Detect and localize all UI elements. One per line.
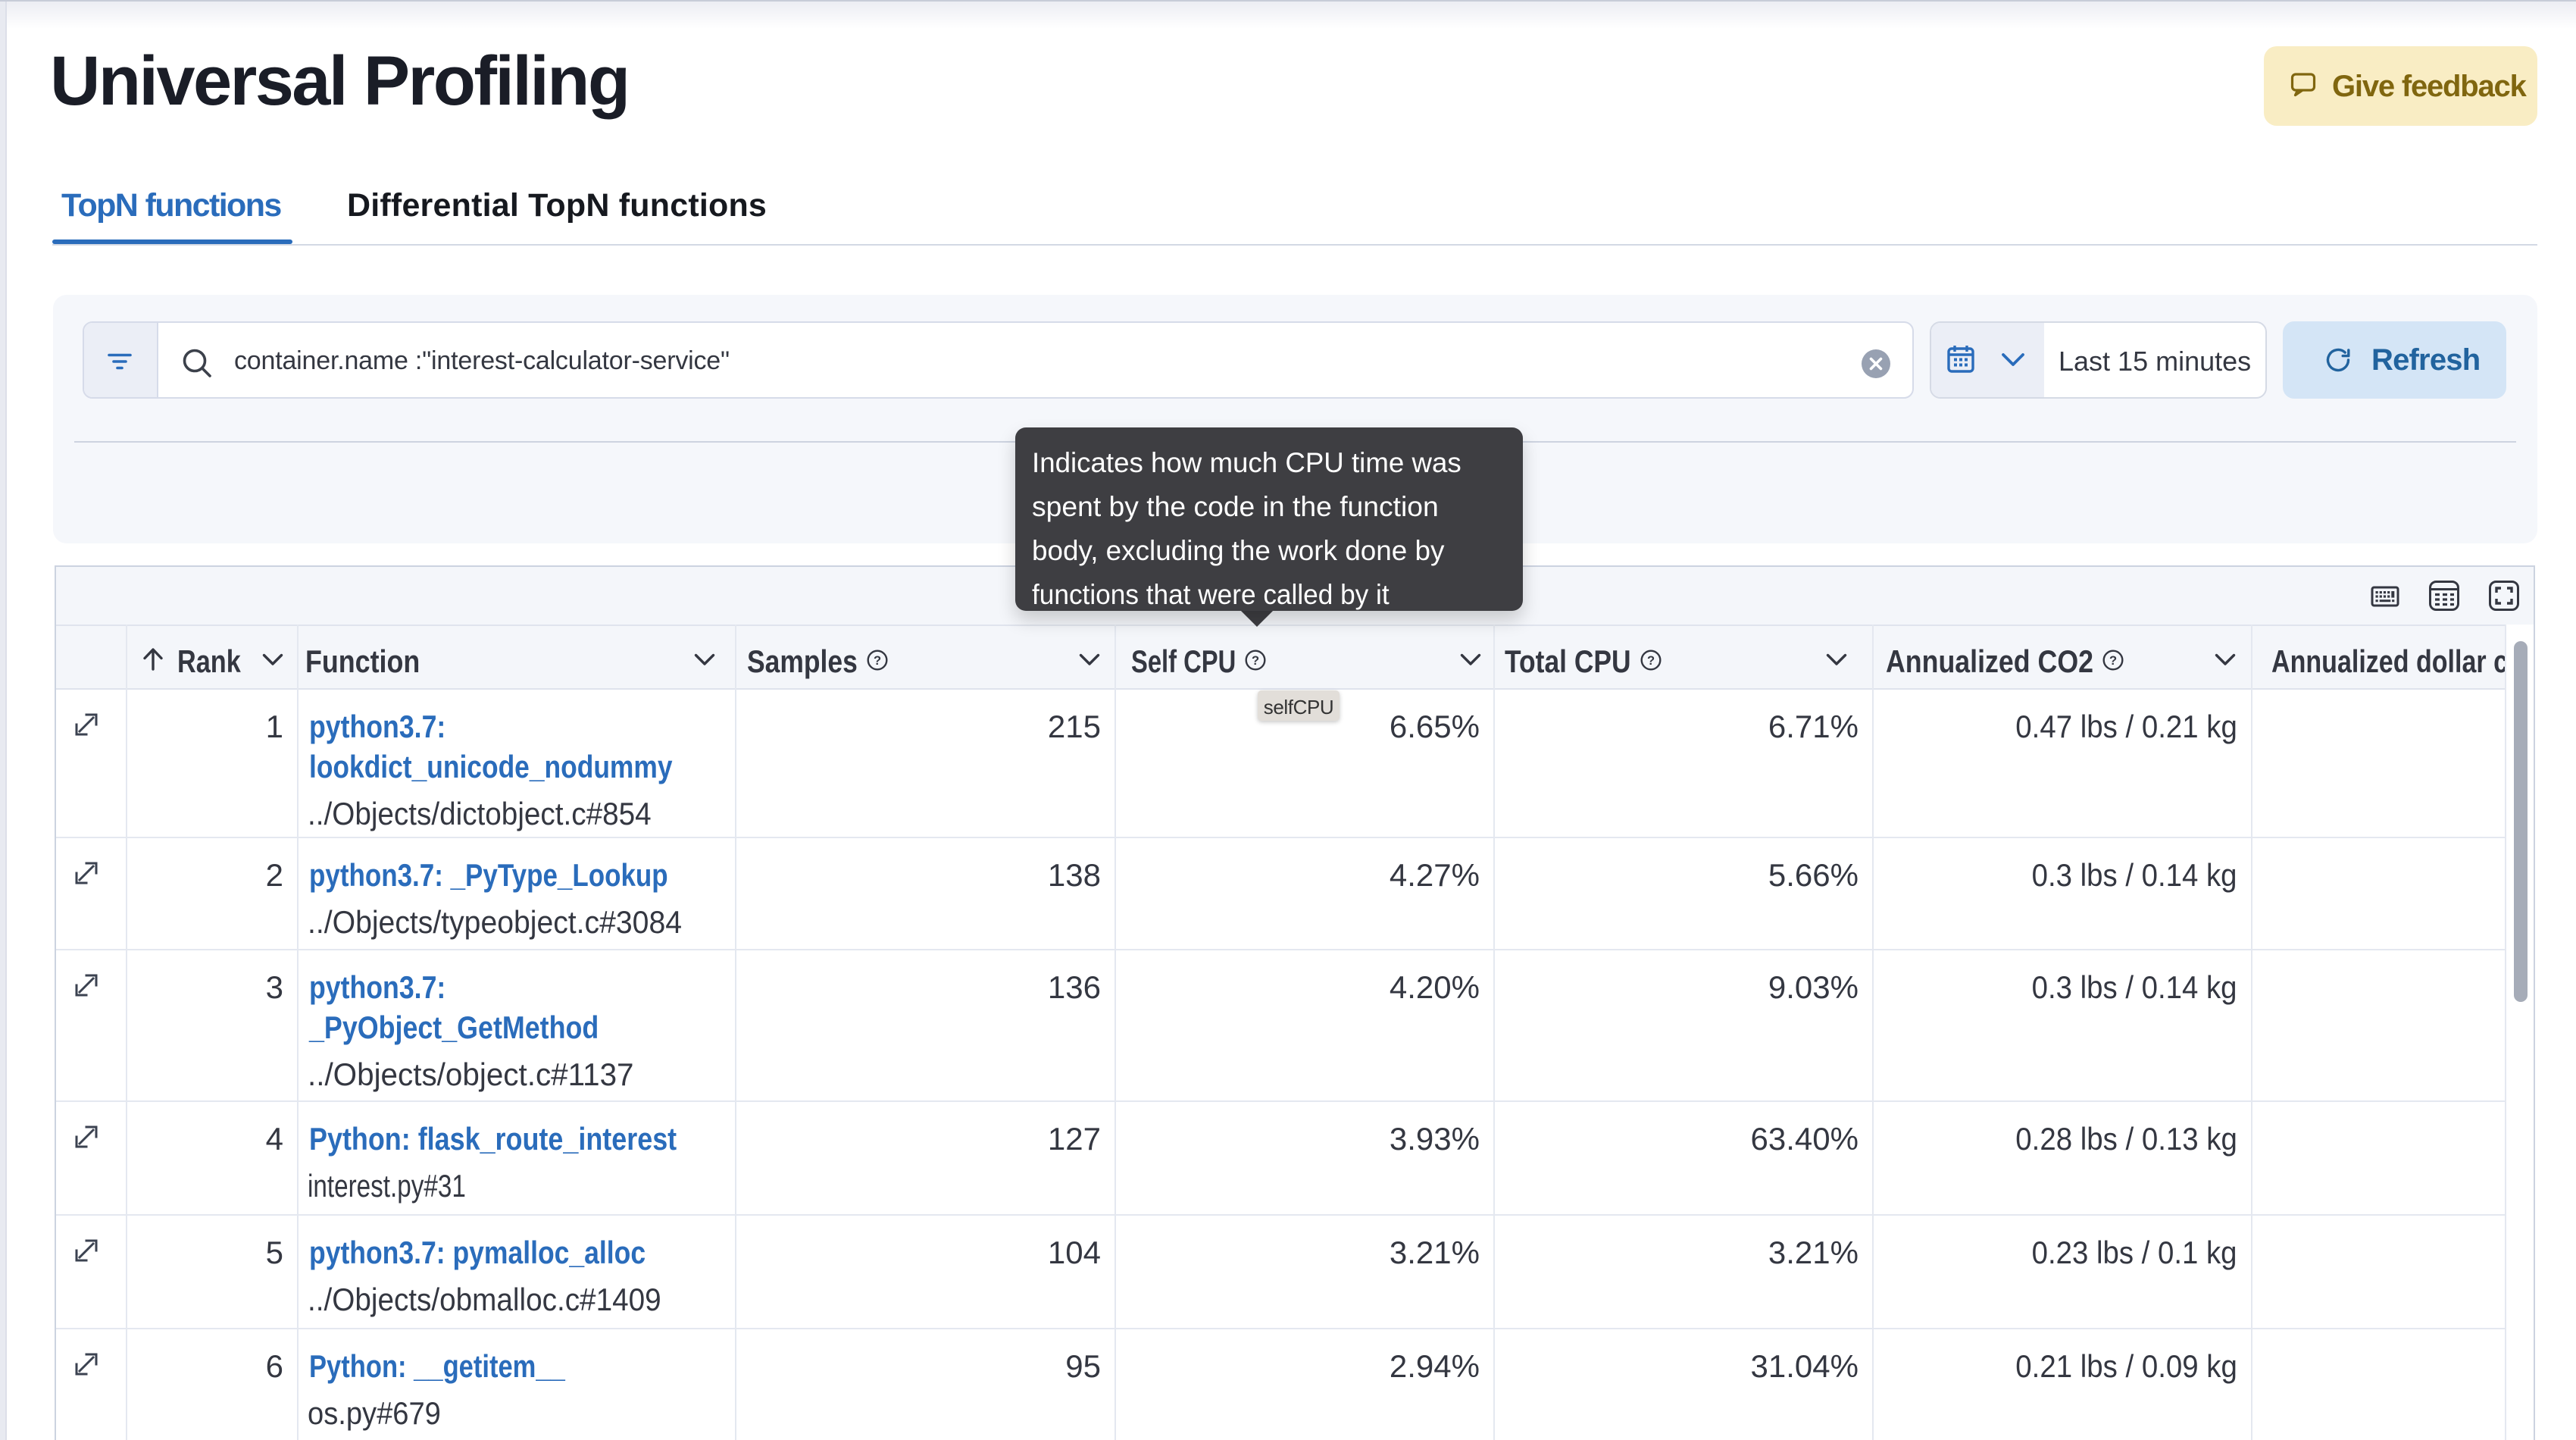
svg-text:?: ?	[1252, 654, 1259, 668]
svg-text:?: ?	[2109, 654, 2117, 668]
svg-text:?: ?	[874, 654, 881, 668]
svg-text:?: ?	[1647, 654, 1655, 668]
